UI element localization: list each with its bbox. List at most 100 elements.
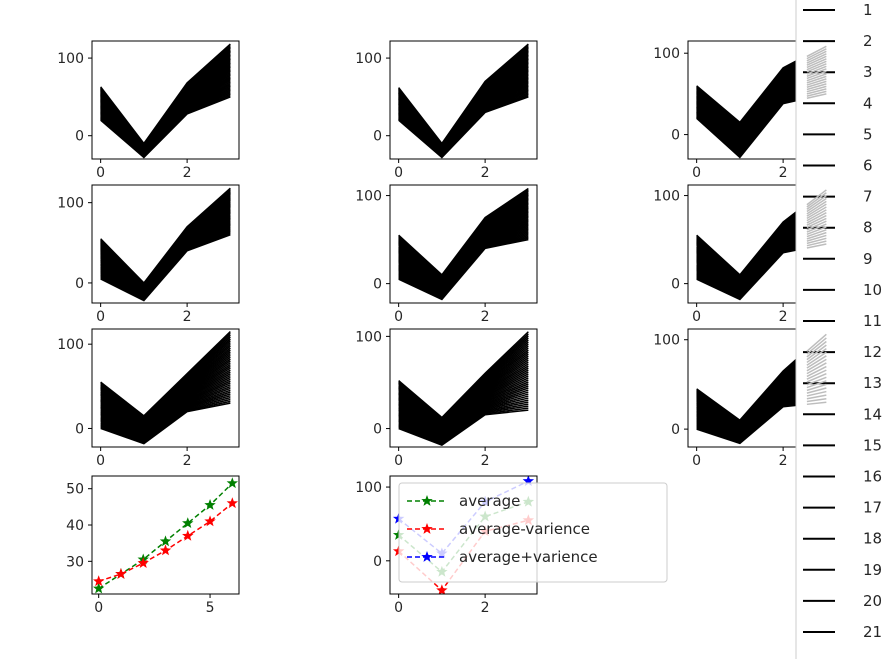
faded-line bbox=[806, 231, 827, 240]
faded-line bbox=[806, 90, 827, 97]
y-tick-label: 50 bbox=[66, 482, 84, 498]
faded-line bbox=[806, 226, 827, 236]
subplot-r1c1: 0 2 0 100 bbox=[57, 40, 240, 181]
side-legend-label: 16 bbox=[863, 468, 882, 486]
faded-line bbox=[806, 83, 827, 91]
faded-line bbox=[806, 45, 827, 58]
faded-line bbox=[806, 383, 827, 392]
plot-area bbox=[398, 331, 529, 447]
data-point-average-varience bbox=[92, 575, 105, 587]
data-point-average-varience bbox=[436, 584, 448, 594]
data-point-average-varience bbox=[226, 497, 239, 509]
legend-marker bbox=[421, 551, 433, 562]
side-legend-label: 3 bbox=[863, 63, 873, 81]
side-legend-label: 6 bbox=[863, 157, 873, 175]
y-tick-label: 0 bbox=[373, 277, 382, 293]
x-tick-label: 2 bbox=[779, 453, 788, 469]
faded-line bbox=[806, 397, 827, 403]
side-legend-label: 14 bbox=[863, 405, 882, 423]
y-tick-label: 30 bbox=[66, 554, 84, 570]
x-tick-label: 2 bbox=[779, 165, 788, 181]
faded-line bbox=[806, 58, 827, 69]
y-tick-label: 0 bbox=[75, 421, 84, 437]
axes-frame bbox=[389, 40, 538, 160]
side-legend-label: 7 bbox=[863, 188, 873, 206]
x-tick-label: 2 bbox=[183, 309, 192, 325]
legend-label: average+varience bbox=[459, 548, 598, 566]
plot-area bbox=[100, 187, 231, 302]
side-legend-label: 9 bbox=[863, 250, 873, 268]
y-tick-label: 100 bbox=[57, 337, 84, 353]
faded-line bbox=[806, 344, 827, 361]
faded-line bbox=[806, 229, 827, 238]
data-point-average-varience bbox=[137, 557, 149, 568]
faded-line bbox=[806, 73, 827, 82]
y-tick-label: 100 bbox=[653, 333, 680, 349]
data-point-average-varience bbox=[115, 568, 127, 579]
x-tick-label: 0 bbox=[692, 453, 701, 469]
series-line-20 bbox=[398, 70, 529, 152]
y-tick-label: 0 bbox=[671, 128, 680, 144]
x-tick-label: 2 bbox=[183, 165, 192, 181]
faded-line bbox=[806, 53, 827, 64]
faded-line bbox=[806, 234, 827, 242]
series-line-40 bbox=[398, 331, 529, 419]
side-legend-label: 2 bbox=[863, 32, 873, 50]
x-tick-label: 2 bbox=[481, 453, 490, 469]
faded-line bbox=[806, 200, 827, 215]
axes-frame bbox=[91, 328, 240, 448]
data-point-average-varience bbox=[204, 515, 216, 527]
faded-line bbox=[806, 380, 827, 389]
x-tick-label: 0 bbox=[394, 309, 403, 325]
plot-area bbox=[398, 187, 529, 301]
faded-line bbox=[806, 362, 827, 375]
axes-frame bbox=[389, 184, 538, 304]
y-tick-label: 100 bbox=[653, 46, 680, 62]
axes-frame bbox=[91, 475, 240, 595]
side-legend-label: 20 bbox=[863, 592, 882, 610]
faded-line bbox=[806, 220, 827, 231]
x-tick-label: 2 bbox=[481, 600, 490, 616]
x-tick-label: 5 bbox=[206, 600, 215, 616]
x-tick-label: 2 bbox=[481, 165, 490, 181]
data-point-average-varience bbox=[182, 529, 194, 541]
faded-series-r1c3 bbox=[806, 45, 827, 100]
side-legend-label: 12 bbox=[863, 343, 882, 361]
y-tick-label: 0 bbox=[75, 129, 84, 145]
x-tick-label: 0 bbox=[394, 600, 403, 616]
faded-line bbox=[806, 223, 827, 233]
faded-line bbox=[806, 209, 827, 222]
side-legend-label: 15 bbox=[863, 436, 882, 454]
x-tick-label: 0 bbox=[94, 600, 103, 616]
y-tick-label: 0 bbox=[373, 554, 382, 570]
faded-line bbox=[806, 214, 827, 226]
x-tick-label: 0 bbox=[692, 309, 701, 325]
y-tick-label: 100 bbox=[653, 189, 680, 205]
data-point-average bbox=[182, 517, 194, 529]
faded-line bbox=[806, 60, 827, 71]
subplot-r2c1: 0 2 0 100 bbox=[57, 184, 240, 325]
data-point-average bbox=[204, 499, 216, 510]
faded-line bbox=[806, 387, 827, 394]
plot-area bbox=[398, 43, 529, 159]
subplot-r3c1: 0 2 0 100 bbox=[57, 328, 240, 469]
y-tick-label: 100 bbox=[355, 189, 382, 205]
faded-series-r2c3 bbox=[806, 189, 827, 249]
faded-line bbox=[806, 189, 827, 206]
faded-line bbox=[806, 337, 827, 355]
subplot-r1c2: 0 2 0 100 bbox=[355, 40, 538, 181]
y-tick-label: 0 bbox=[671, 422, 680, 438]
legend: average average-varience average+varience bbox=[398, 482, 668, 583]
plot-area bbox=[100, 43, 231, 159]
side-legend-label: 21 bbox=[863, 623, 882, 641]
faded-line bbox=[806, 192, 827, 208]
y-tick-label: 0 bbox=[671, 277, 680, 293]
y-tick-label: 0 bbox=[75, 276, 84, 292]
faded-line bbox=[806, 80, 827, 88]
faded-line bbox=[806, 48, 827, 60]
subplot-r3c2: 0 2 0 100 bbox=[355, 328, 538, 469]
faded-line bbox=[806, 243, 827, 249]
y-tick-label: 100 bbox=[57, 196, 84, 212]
subplot-r2c2: 0 2 0 100 bbox=[355, 184, 538, 325]
faded-series-r3c3 bbox=[806, 333, 827, 406]
